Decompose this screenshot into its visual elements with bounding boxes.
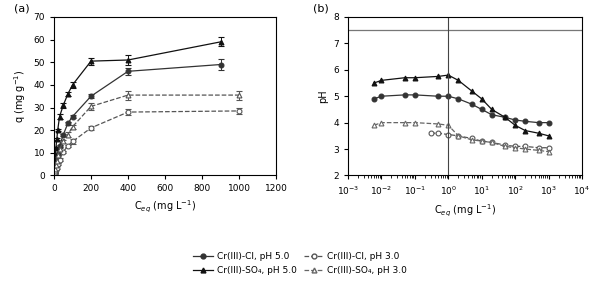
Text: (a): (a) bbox=[14, 4, 29, 14]
X-axis label: C$_{eq}$ (mg L$^{-1}$): C$_{eq}$ (mg L$^{-1}$) bbox=[134, 199, 196, 215]
X-axis label: C$_{eq}$ (mg L$^{-1}$): C$_{eq}$ (mg L$^{-1}$) bbox=[434, 202, 496, 219]
Y-axis label: q (mg g$^{-1}$): q (mg g$^{-1}$) bbox=[12, 70, 28, 123]
Y-axis label: pH: pH bbox=[317, 89, 328, 103]
Text: (b): (b) bbox=[313, 4, 329, 14]
Legend: Cr(III)-Cl, pH 5.0, Cr(III)-SO₄, pH 5.0, Cr(III)-Cl, pH 3.0, Cr(III)-SO₄, pH 3.0: Cr(III)-Cl, pH 5.0, Cr(III)-SO₄, pH 5.0,… bbox=[190, 249, 410, 278]
